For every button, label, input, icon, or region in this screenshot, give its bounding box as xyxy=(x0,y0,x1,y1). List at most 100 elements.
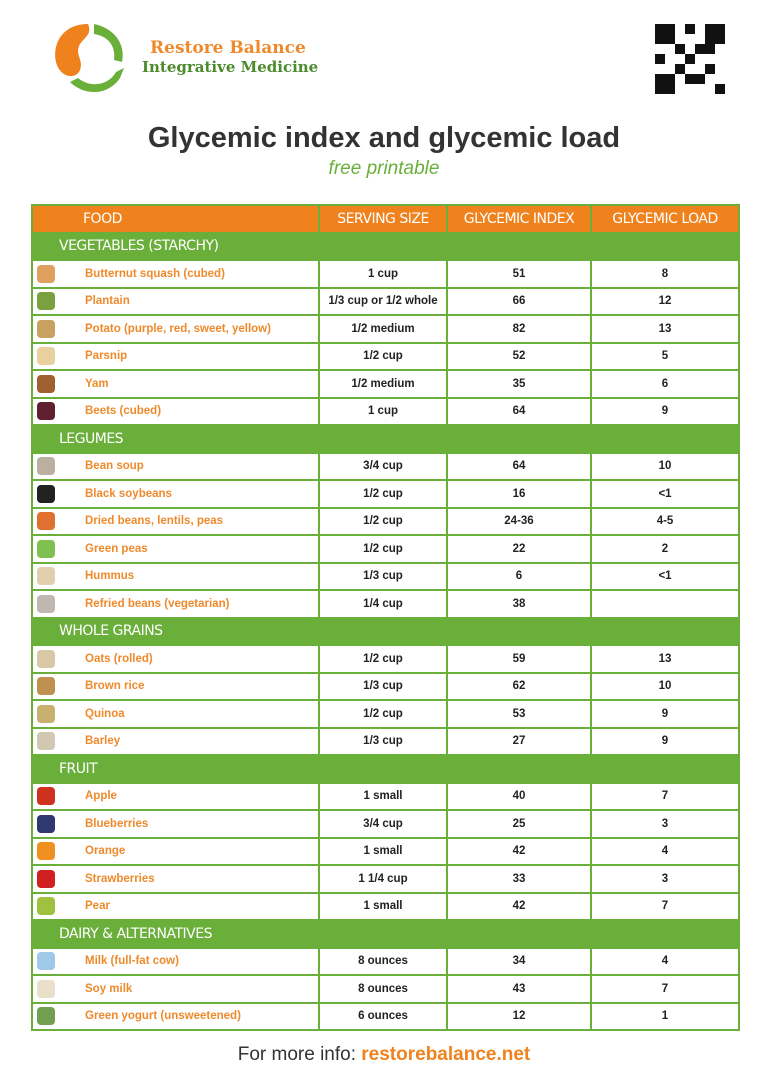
food-name: Blueberries xyxy=(59,809,320,839)
glycemic-load: 10 xyxy=(590,671,740,701)
serving-size: 1/2 cup xyxy=(318,534,448,564)
serving-size: 3/4 cup xyxy=(318,451,448,481)
table-row: Beets (cubed) 1 cup 64 9 xyxy=(31,396,740,426)
qr-code-icon[interactable] xyxy=(655,24,725,94)
glycemic-load: 4-5 xyxy=(590,506,740,536)
food-thumbnail-cell xyxy=(31,314,59,344)
table-row: Soy milk 8 ounces 43 7 xyxy=(31,974,740,1004)
serving-size: 1/3 cup xyxy=(318,671,448,701)
table-row: Dried beans, lentils, peas 1/2 cup 24-36… xyxy=(31,506,740,536)
food-thumbnail-cell xyxy=(31,891,59,921)
serving-size: 1 cup xyxy=(318,259,448,289)
food-name: Black soybeans xyxy=(59,479,320,509)
food-image-icon xyxy=(37,319,55,338)
glycemic-load: <1 xyxy=(590,479,740,509)
section-title: WHOLE GRAINS xyxy=(31,616,740,646)
glycemic-load: 12 xyxy=(590,286,740,316)
serving-size: 1/2 cup xyxy=(318,699,448,729)
page-title: Glycemic index and glycemic load xyxy=(147,122,621,154)
food-image-icon xyxy=(37,952,55,971)
food-name: Hummus xyxy=(59,561,320,591)
table-row: Strawberries 1 1/4 cup 33 3 xyxy=(31,864,740,894)
food-thumbnail-cell xyxy=(31,699,59,729)
glycemic-load: 6 xyxy=(590,369,740,399)
food-image-icon xyxy=(37,539,55,558)
glycemic-index: 62 xyxy=(446,671,592,701)
glycemic-load: 1 xyxy=(590,1001,740,1031)
glycemic-load: 7 xyxy=(590,891,740,921)
table-row: Orange 1 small 42 4 xyxy=(31,836,740,866)
food-image-icon xyxy=(37,402,55,421)
food-thumbnail-cell xyxy=(31,506,59,536)
glycemic-index: 82 xyxy=(446,314,592,344)
food-image-icon xyxy=(37,787,55,806)
food-name: Milk (full-fat cow) xyxy=(59,946,320,976)
page-subtitle: free printable xyxy=(328,158,440,179)
serving-size: 1 cup xyxy=(318,396,448,426)
serving-size: 1 1/4 cup xyxy=(318,864,448,894)
food-thumbnail-cell xyxy=(31,836,59,866)
serving-size: 1/2 cup xyxy=(318,506,448,536)
food-name: Oats (rolled) xyxy=(59,644,320,674)
food-thumbnail-cell xyxy=(31,1001,59,1031)
food-name: Quinoa xyxy=(59,699,320,729)
food-thumbnail-cell xyxy=(31,589,59,619)
section-header: VEGETABLES (STARCHY) xyxy=(31,231,740,261)
food-thumbnail-cell xyxy=(31,259,59,289)
food-image-icon xyxy=(37,814,55,833)
column-header-serving: SERVING SIZE xyxy=(318,204,448,234)
glycemic-load: 9 xyxy=(590,699,740,729)
table-row: Bean soup 3/4 cup 64 10 xyxy=(31,451,740,481)
serving-size: 1/2 medium xyxy=(318,314,448,344)
glycemic-load: 4 xyxy=(590,836,740,866)
column-header-gl: GLYCEMIC LOAD xyxy=(590,204,740,234)
section-header: LEGUMES xyxy=(31,424,740,454)
footer-link[interactable]: restorebalance.net xyxy=(361,1044,531,1065)
food-image-icon xyxy=(37,704,55,723)
food-thumbnail-cell xyxy=(31,726,59,756)
food-image-icon xyxy=(37,842,55,861)
glycemic-index: 64 xyxy=(446,451,592,481)
glycemic-load: <1 xyxy=(590,561,740,591)
glycemic-load: 7 xyxy=(590,974,740,1004)
section-header: WHOLE GRAINS xyxy=(31,616,740,646)
food-image-icon xyxy=(37,347,55,366)
table-row: Butternut squash (cubed) 1 cup 51 8 xyxy=(31,259,740,289)
glycemic-index: 42 xyxy=(446,891,592,921)
food-thumbnail-cell xyxy=(31,781,59,811)
serving-size: 8 ounces xyxy=(318,974,448,1004)
food-name: Barley xyxy=(59,726,320,756)
table-row: Yam 1/2 medium 35 6 xyxy=(31,369,740,399)
food-image-icon xyxy=(37,484,55,503)
food-name: Strawberries xyxy=(59,864,320,894)
section-title: FRUIT xyxy=(31,754,740,784)
food-name: Brown rice xyxy=(59,671,320,701)
food-name: Green peas xyxy=(59,534,320,564)
glycemic-index: 35 xyxy=(446,369,592,399)
food-name: Soy milk xyxy=(59,974,320,1004)
food-thumbnail-cell xyxy=(31,369,59,399)
glycemic-index: 40 xyxy=(446,781,592,811)
glycemic-index: 27 xyxy=(446,726,592,756)
table-row: Green peas 1/2 cup 22 2 xyxy=(31,534,740,564)
glycemic-index: 34 xyxy=(446,946,592,976)
table-row: Milk (full-fat cow) 8 ounces 34 4 xyxy=(31,946,740,976)
glycemic-load: 10 xyxy=(590,451,740,481)
serving-size: 1/2 cup xyxy=(318,479,448,509)
serving-size: 1 small xyxy=(318,836,448,866)
column-header-gi: GLYCEMIC INDEX xyxy=(446,204,592,234)
food-name: Apple xyxy=(59,781,320,811)
food-thumbnail-cell xyxy=(31,451,59,481)
table-row: Green yogurt (unsweetened) 6 ounces 12 1 xyxy=(31,1001,740,1031)
food-image-icon xyxy=(37,897,55,916)
food-image-icon xyxy=(37,292,55,311)
food-image-icon xyxy=(37,512,55,531)
glycemic-load: 3 xyxy=(590,809,740,839)
food-thumbnail-cell xyxy=(31,644,59,674)
brand-logo xyxy=(55,24,124,93)
table-row: Hummus 1/3 cup 6 <1 xyxy=(31,561,740,591)
glycemic-index: 25 xyxy=(446,809,592,839)
food-thumbnail-cell xyxy=(31,974,59,1004)
glycemic-index: 64 xyxy=(446,396,592,426)
food-thumbnail-cell xyxy=(31,534,59,564)
